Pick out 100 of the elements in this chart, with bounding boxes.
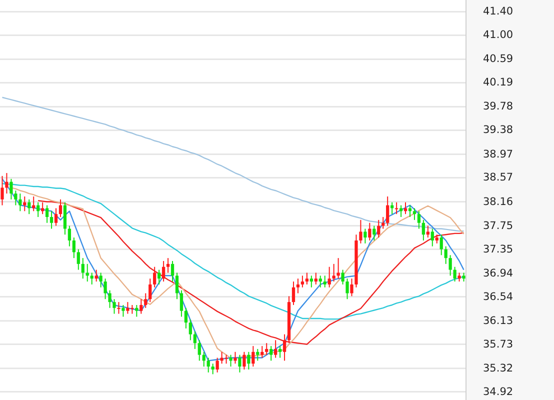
- y-tick-label: 40.19: [483, 76, 514, 89]
- candlestick: [300, 275, 304, 288]
- candlestick: [229, 354, 232, 368]
- candlestick: [318, 275, 322, 288]
- candlestick: [166, 258, 170, 274]
- candlestick: [216, 357, 219, 373]
- candlestick: [18, 193, 22, 212]
- candlestick: [76, 248, 80, 270]
- candlestick: [188, 319, 192, 341]
- candlestick: [234, 351, 237, 364]
- y-tick-label: 38.97: [483, 148, 514, 160]
- candlestick: [372, 225, 376, 241]
- y-tick-label: 37.35: [483, 243, 514, 256]
- candlestick: [377, 219, 380, 238]
- candlestick: [444, 246, 448, 264]
- line-series: [2, 182, 464, 320]
- candlestick: [453, 266, 456, 282]
- candlestick: [346, 278, 349, 300]
- candlestick: [404, 202, 408, 215]
- candlestick: [170, 260, 174, 282]
- candlestick: [350, 278, 354, 297]
- candlestick: [359, 219, 362, 244]
- candlestick: [292, 281, 296, 306]
- y-tick-label: 39.78: [483, 100, 514, 113]
- candlestick: [252, 346, 255, 368]
- candlestick: [399, 204, 403, 218]
- candlestick: [386, 196, 390, 226]
- candlestick: [112, 298, 116, 314]
- candlestick: [108, 290, 112, 308]
- candlestick: [63, 202, 67, 236]
- candlestick: [364, 228, 367, 244]
- candlestick: [336, 258, 340, 280]
- candlestick: [90, 272, 94, 285]
- candlestick: [86, 263, 89, 282]
- candlestick: [440, 234, 443, 256]
- y-tick-label: 35.73: [483, 338, 514, 350]
- candlestick: [242, 351, 246, 370]
- candlestick: [310, 275, 313, 288]
- candlestick: [10, 178, 13, 200]
- candlestick: [368, 222, 372, 241]
- candlestick: [45, 204, 49, 224]
- candlestick: [153, 266, 156, 288]
- candlestick: [23, 196, 26, 212]
- candlestick: [260, 346, 264, 358]
- candlestick: [394, 202, 398, 215]
- candlestick: [148, 278, 152, 303]
- candlestick: [282, 334, 286, 362]
- candlestick: [265, 342, 268, 356]
- candlestick: [122, 304, 125, 318]
- candlestick: [198, 340, 201, 362]
- candlestick: [314, 272, 318, 285]
- candlestick: [382, 216, 385, 230]
- candlestick: [50, 210, 54, 230]
- candlestick: [162, 260, 166, 282]
- candlestick: [94, 269, 98, 282]
- candlestick: [305, 272, 308, 285]
- candlestick: [256, 348, 260, 362]
- candlestick: [144, 292, 148, 308]
- candlestick: [426, 225, 430, 238]
- candlestick: [180, 290, 184, 318]
- candlestick: [274, 340, 278, 358]
- candlestick: [184, 307, 188, 329]
- candlestick: [193, 330, 196, 350]
- candlestick: [247, 351, 250, 370]
- candlestick: [422, 219, 425, 241]
- candlestick: [430, 228, 434, 247]
- candlestick: [117, 302, 120, 314]
- candlestick: [332, 263, 336, 282]
- candlestick: [104, 278, 107, 300]
- candlestick: [278, 346, 282, 358]
- candlestick: [135, 304, 138, 318]
- candlestick: [408, 204, 412, 218]
- candlestick: [296, 278, 300, 294]
- candlestick: [328, 266, 331, 288]
- candlestick: [412, 208, 416, 220]
- y-tick-label: 37.75: [483, 220, 514, 232]
- candlestick: [68, 225, 72, 247]
- candlestick: [323, 275, 326, 288]
- y-tick-label: 38.57: [483, 172, 514, 184]
- candlestick: [448, 254, 452, 276]
- candlestick: [211, 363, 214, 375]
- candlestick: [158, 269, 161, 285]
- candlestick: [270, 346, 273, 362]
- y-tick-label: 34.92: [483, 386, 514, 398]
- candlestick: [341, 269, 344, 285]
- candlestick: [14, 190, 18, 206]
- y-tick-label: 39.38: [483, 124, 514, 136]
- candlestick: [140, 298, 143, 314]
- candlestick: [72, 237, 76, 259]
- candlestick: [99, 272, 102, 288]
- y-tick-label: 36.94: [483, 267, 514, 280]
- candlestick: [5, 172, 8, 194]
- candlestick: [417, 210, 421, 230]
- y-tick-label: 35.32: [483, 362, 514, 374]
- y-tick-label: 40.59: [483, 53, 514, 66]
- candlestick: [0, 175, 4, 206]
- y-tick-label: 41.40: [483, 6, 514, 18]
- candlestick: [58, 198, 62, 218]
- candlestick: [41, 202, 44, 215]
- y-tick-label: 36.13: [483, 314, 514, 327]
